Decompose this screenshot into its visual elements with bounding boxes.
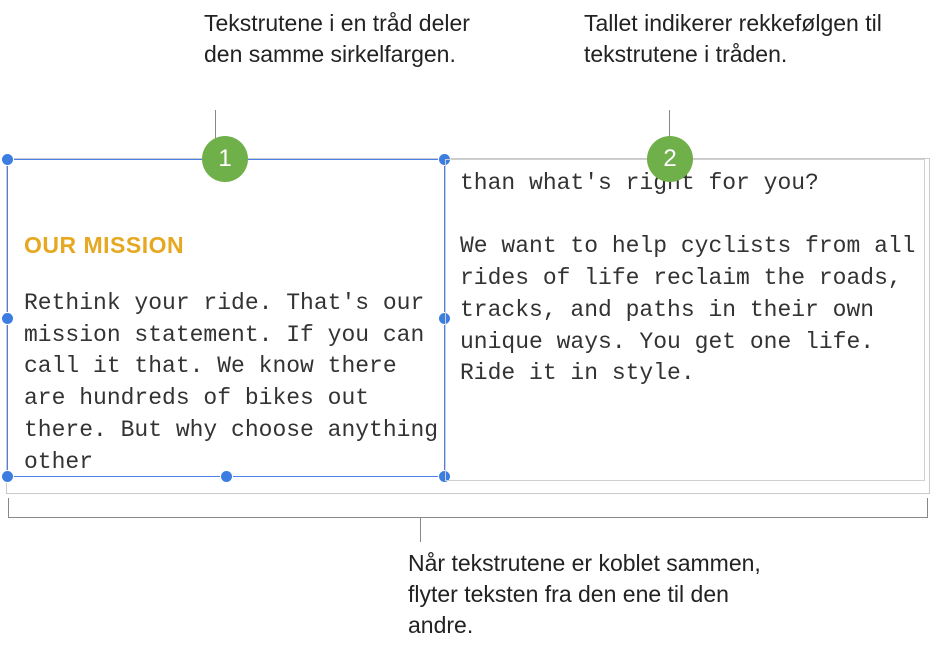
resize-handle-ml[interactable] [1, 312, 14, 325]
bottom-bracket [8, 498, 928, 518]
thread-tag-1[interactable]: 1 [202, 136, 248, 182]
linked-textbox-1[interactable]: OUR MISSION Rethink your ride. That's ou… [7, 159, 445, 477]
resize-handle-bl[interactable] [1, 470, 14, 483]
linked-textbox-2[interactable]: than what's right for you? We want to he… [445, 159, 925, 481]
textbox-1-body: Rethink your ride. That's our mission st… [24, 288, 444, 478]
callout-top-right: Tallet indikerer rekkefølgen til tekstru… [584, 8, 924, 70]
thread-tag-2[interactable]: 2 [647, 136, 693, 182]
resize-handle-bc[interactable] [220, 470, 233, 483]
thread-tag-2-number: 2 [663, 145, 676, 173]
diagram-area: 1 2 OUR MISSION Rethink your ride. That'… [6, 158, 930, 494]
callout-top-left: Tekstrutene i en tråd deler den samme si… [204, 8, 504, 70]
bottom-bracket-stem [420, 518, 421, 542]
thread-tag-1-number: 1 [218, 145, 231, 173]
callout-bottom: Når tekstrutene er koblet sammen, flyter… [408, 548, 788, 641]
textbox-2-body: than what's right for you? We want to he… [460, 168, 920, 390]
resize-handle-tl[interactable] [1, 153, 14, 166]
mission-title: OUR MISSION [24, 232, 184, 259]
